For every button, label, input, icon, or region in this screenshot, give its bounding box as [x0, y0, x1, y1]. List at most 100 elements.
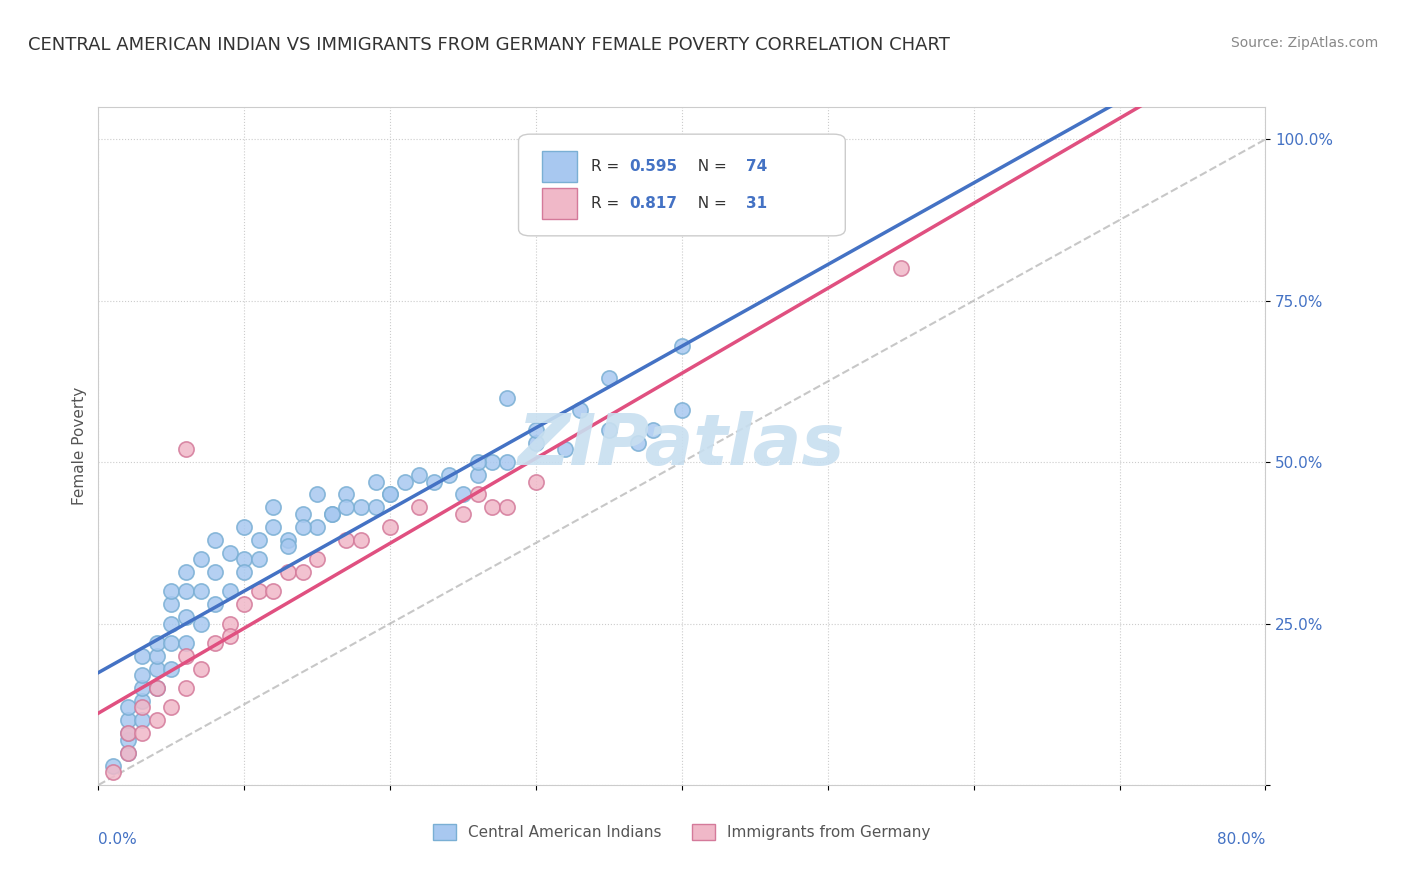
- Point: [160, 584, 183, 599]
- Point: [131, 714, 153, 728]
- Point: [277, 565, 299, 579]
- Point: [321, 507, 343, 521]
- Point: [350, 500, 373, 515]
- Point: [291, 519, 314, 533]
- Point: [117, 746, 139, 760]
- Point: [627, 435, 650, 450]
- Point: [364, 475, 387, 489]
- Point: [101, 765, 124, 780]
- Text: Source: ZipAtlas.com: Source: ZipAtlas.com: [1230, 36, 1378, 50]
- Point: [671, 403, 693, 417]
- Point: [364, 500, 387, 515]
- Point: [524, 435, 547, 450]
- Text: 0.595: 0.595: [630, 159, 678, 174]
- Point: [247, 533, 270, 547]
- Point: [598, 423, 620, 437]
- Point: [467, 468, 489, 483]
- Point: [218, 630, 240, 644]
- Point: [481, 455, 503, 469]
- Point: [146, 662, 169, 676]
- Point: [190, 584, 212, 599]
- Y-axis label: Female Poverty: Female Poverty: [72, 387, 87, 505]
- Point: [131, 681, 153, 695]
- Point: [496, 391, 519, 405]
- Point: [262, 500, 284, 515]
- Point: [291, 565, 314, 579]
- Point: [568, 403, 591, 417]
- FancyBboxPatch shape: [519, 134, 845, 235]
- Point: [146, 636, 169, 650]
- Point: [204, 533, 226, 547]
- Point: [467, 487, 489, 501]
- Point: [307, 552, 329, 566]
- Text: 0.0%: 0.0%: [98, 832, 138, 847]
- Point: [233, 552, 256, 566]
- Text: CENTRAL AMERICAN INDIAN VS IMMIGRANTS FROM GERMANY FEMALE POVERTY CORRELATION CH: CENTRAL AMERICAN INDIAN VS IMMIGRANTS FR…: [28, 36, 950, 54]
- Point: [671, 339, 693, 353]
- Point: [174, 565, 197, 579]
- Point: [174, 442, 197, 457]
- Text: 0.817: 0.817: [630, 196, 678, 211]
- Point: [467, 455, 489, 469]
- Point: [131, 668, 153, 682]
- Point: [247, 584, 270, 599]
- Point: [394, 475, 416, 489]
- Point: [174, 636, 197, 650]
- Point: [131, 694, 153, 708]
- Point: [335, 500, 357, 515]
- Point: [117, 714, 139, 728]
- FancyBboxPatch shape: [541, 188, 576, 219]
- Point: [350, 533, 373, 547]
- Point: [190, 616, 212, 631]
- Point: [335, 487, 357, 501]
- Point: [451, 507, 474, 521]
- Point: [218, 545, 240, 559]
- Point: [218, 616, 240, 631]
- Text: R =: R =: [591, 159, 624, 174]
- Point: [641, 423, 664, 437]
- Point: [204, 636, 226, 650]
- Point: [321, 507, 343, 521]
- Point: [131, 726, 153, 740]
- Point: [277, 539, 299, 553]
- Point: [174, 648, 197, 663]
- Point: [101, 758, 124, 772]
- Point: [160, 700, 183, 714]
- Text: N =: N =: [688, 196, 731, 211]
- Point: [496, 500, 519, 515]
- Point: [335, 533, 357, 547]
- Point: [247, 552, 270, 566]
- Point: [160, 636, 183, 650]
- Point: [160, 616, 183, 631]
- Text: 74: 74: [747, 159, 768, 174]
- Point: [146, 714, 169, 728]
- Point: [190, 552, 212, 566]
- FancyBboxPatch shape: [541, 151, 576, 182]
- Text: N =: N =: [688, 159, 731, 174]
- Point: [146, 648, 169, 663]
- Point: [437, 468, 460, 483]
- Point: [380, 487, 402, 501]
- Point: [117, 732, 139, 747]
- Point: [117, 746, 139, 760]
- Point: [408, 468, 430, 483]
- Point: [598, 371, 620, 385]
- Point: [146, 681, 169, 695]
- Point: [160, 597, 183, 611]
- Point: [423, 475, 446, 489]
- Point: [524, 423, 547, 437]
- Point: [451, 487, 474, 501]
- Point: [117, 726, 139, 740]
- Point: [380, 519, 402, 533]
- Point: [233, 565, 256, 579]
- Point: [481, 500, 503, 515]
- Point: [190, 662, 212, 676]
- Point: [554, 442, 576, 457]
- Point: [117, 726, 139, 740]
- Point: [174, 681, 197, 695]
- Point: [262, 584, 284, 599]
- Text: 31: 31: [747, 196, 768, 211]
- Point: [307, 487, 329, 501]
- Point: [146, 681, 169, 695]
- Point: [380, 487, 402, 501]
